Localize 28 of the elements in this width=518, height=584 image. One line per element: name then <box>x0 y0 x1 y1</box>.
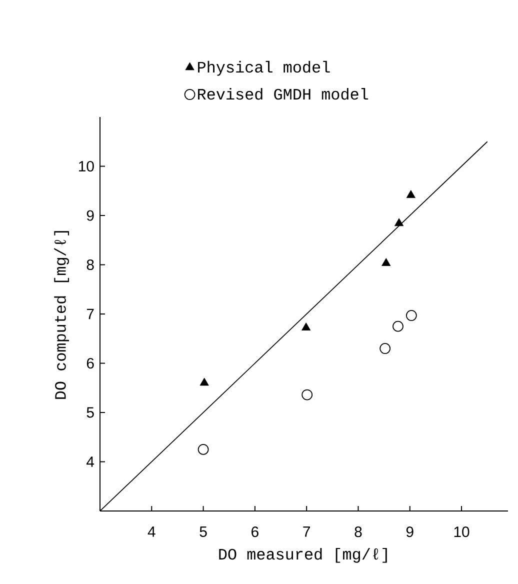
point <box>392 320 404 332</box>
point <box>382 258 391 266</box>
legend-label: Physical model <box>198 60 330 76</box>
point <box>380 343 391 354</box>
y-tick-label: 9 <box>86 210 94 221</box>
y-axis-title: DO computed [mg/ℓ] <box>54 231 70 399</box>
point <box>302 322 311 330</box>
y-tick-label: 6 <box>86 358 94 369</box>
point <box>198 444 209 455</box>
x-axis-title: DO measured [mg/ℓ] <box>219 548 387 563</box>
y-tick-label: 8 <box>86 259 94 270</box>
x-tick-label: 5 <box>200 526 207 537</box>
x-tick-label: 9 <box>406 526 414 538</box>
y-tick-label: 5 <box>86 407 94 418</box>
point <box>406 190 416 198</box>
legend-label: Revised GMDH model <box>198 88 368 100</box>
x-tick-label: 8 <box>354 526 362 538</box>
y-tick-label: 4 <box>86 456 94 467</box>
x-tick-label: 6 <box>252 526 258 538</box>
x-tick-label: 4 <box>148 526 156 537</box>
point <box>394 218 404 226</box>
y-tick-label: 7 <box>86 308 94 320</box>
point <box>406 310 417 321</box>
point <box>200 378 209 386</box>
y-tick-label: 10 <box>79 160 94 172</box>
x-tick-label: 7 <box>303 526 310 537</box>
point <box>302 389 313 400</box>
x-tick-label: 10 <box>454 526 470 538</box>
